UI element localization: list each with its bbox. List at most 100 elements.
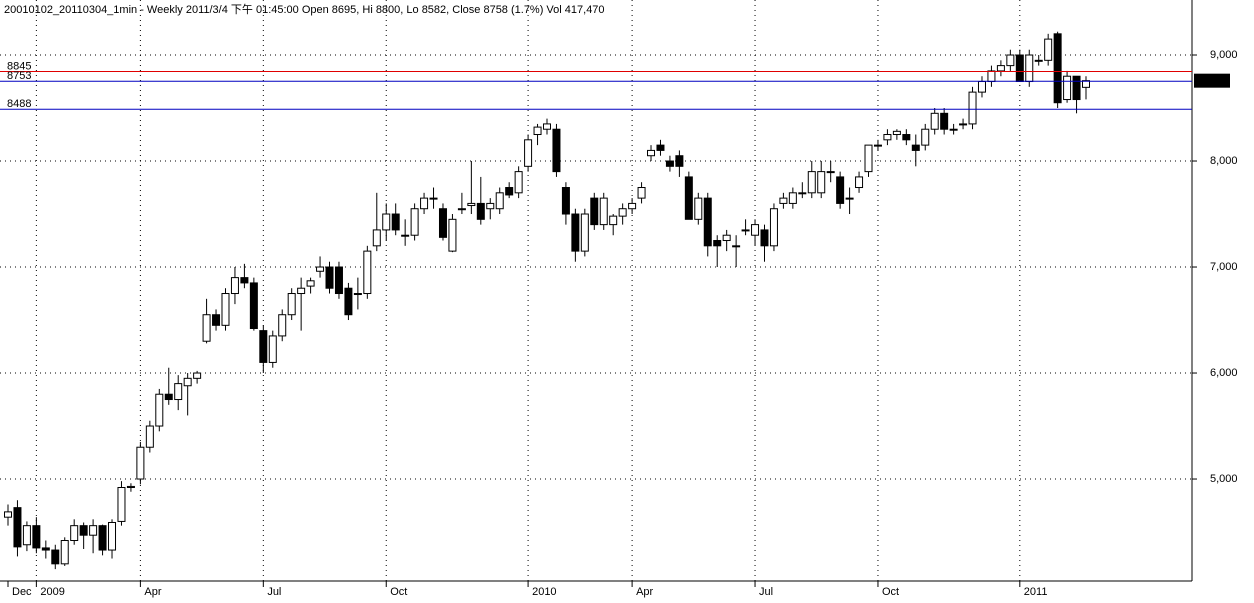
- x-tick-label: Oct: [882, 586, 899, 598]
- candle-body: [183, 377, 192, 387]
- candle-body: [665, 160, 674, 167]
- x-tick-label: Apr: [636, 586, 653, 598]
- reference-label: 8488: [7, 98, 31, 110]
- candle-body: [145, 425, 154, 448]
- candle-body: [126, 485, 135, 489]
- candle-body: [32, 525, 41, 549]
- candle-body: [495, 192, 504, 210]
- candle-body: [22, 525, 31, 546]
- candle-body: [921, 128, 930, 146]
- candle-body: [401, 234, 410, 237]
- candle-body: [873, 144, 882, 147]
- candle-body: [911, 144, 920, 151]
- candle-body: [552, 128, 561, 173]
- x-tick-label: 2009: [40, 586, 64, 598]
- candle-body: [930, 112, 939, 130]
- candle-body: [476, 202, 485, 220]
- candle-body: [968, 91, 977, 125]
- candle-body: [1015, 54, 1024, 83]
- x-tick-label: Jul: [759, 586, 773, 598]
- candle-body: [533, 126, 542, 136]
- candle-body: [703, 197, 712, 247]
- candle-body: [514, 171, 523, 194]
- candle-body: [590, 197, 599, 226]
- candle-body: [1053, 33, 1062, 104]
- grid: [0, 0, 1192, 581]
- candle-body: [807, 171, 816, 194]
- candle-body: [1072, 75, 1081, 101]
- candle-body: [817, 171, 826, 194]
- x-tick-label: Jul: [267, 586, 281, 598]
- candle-body: [599, 197, 608, 226]
- candle-body: [344, 287, 353, 316]
- candle-body: [769, 208, 778, 247]
- candle-body: [1044, 38, 1053, 61]
- candle-body: [89, 525, 98, 536]
- candle-body: [1006, 54, 1015, 67]
- candle-body: [977, 81, 986, 93]
- x-tick-label: Oct: [390, 586, 407, 598]
- candle-body: [221, 293, 230, 326]
- candle-body: [732, 245, 741, 248]
- candle-body: [628, 202, 637, 210]
- candle-body: [571, 213, 580, 252]
- candle-body: [684, 176, 693, 220]
- candle-body: [798, 192, 807, 195]
- candle-body: [505, 187, 514, 196]
- candle-body: [713, 240, 722, 247]
- candle-body: [174, 383, 183, 401]
- candle-body: [268, 335, 277, 363]
- candle-body: [543, 123, 551, 130]
- candle-body: [637, 187, 646, 199]
- candle-body: [108, 521, 117, 551]
- candle-body: [164, 393, 173, 401]
- candle-body: [845, 197, 854, 200]
- candle-body: [675, 155, 684, 167]
- candle-body: [524, 139, 533, 167]
- x-tick-label: 2010: [532, 586, 556, 598]
- candle-body: [741, 229, 750, 232]
- reference-label: 8753: [7, 70, 31, 82]
- candle-body: [902, 134, 911, 141]
- candle-body: [940, 112, 949, 130]
- candle-body: [836, 176, 845, 204]
- candle-body: [41, 547, 50, 551]
- candle-body: [98, 525, 107, 551]
- candle-body: [883, 134, 892, 141]
- candle-body: [193, 372, 202, 379]
- candle-body: [13, 507, 22, 548]
- candle-body: [316, 266, 325, 272]
- candle-body: [892, 130, 901, 136]
- candle-body: [855, 176, 864, 189]
- candle-body: [580, 213, 589, 252]
- y-tick-label: 7,000: [1210, 261, 1238, 273]
- candle-body: [561, 187, 570, 215]
- last-price-label: 8,758: [1197, 75, 1225, 87]
- candle-body: [382, 213, 391, 231]
- y-tick-label: 5,000: [1210, 473, 1238, 485]
- candle-body: [353, 293, 362, 296]
- candle-body: [864, 144, 873, 173]
- candle-body: [438, 208, 447, 238]
- candle-body: [486, 202, 495, 210]
- candle-body: [212, 314, 221, 326]
- candle-body: [694, 197, 703, 220]
- candle-body: [391, 213, 400, 231]
- candle-body: [70, 525, 79, 542]
- candle-body: [448, 218, 457, 252]
- candle-body: [1063, 75, 1072, 101]
- candle-body: [618, 208, 627, 217]
- candle-body: [155, 393, 164, 427]
- candle-body: [1034, 59, 1043, 62]
- candle-body: [996, 65, 1005, 72]
- candle-body: [363, 250, 372, 295]
- candle-body: [306, 280, 315, 287]
- last-price-box: [1194, 73, 1230, 88]
- reference-label: 8845: [7, 60, 31, 72]
- candle-body: [647, 149, 656, 157]
- candle-body: [278, 314, 287, 337]
- candle-body: [136, 446, 145, 480]
- candle-body: [1082, 80, 1090, 88]
